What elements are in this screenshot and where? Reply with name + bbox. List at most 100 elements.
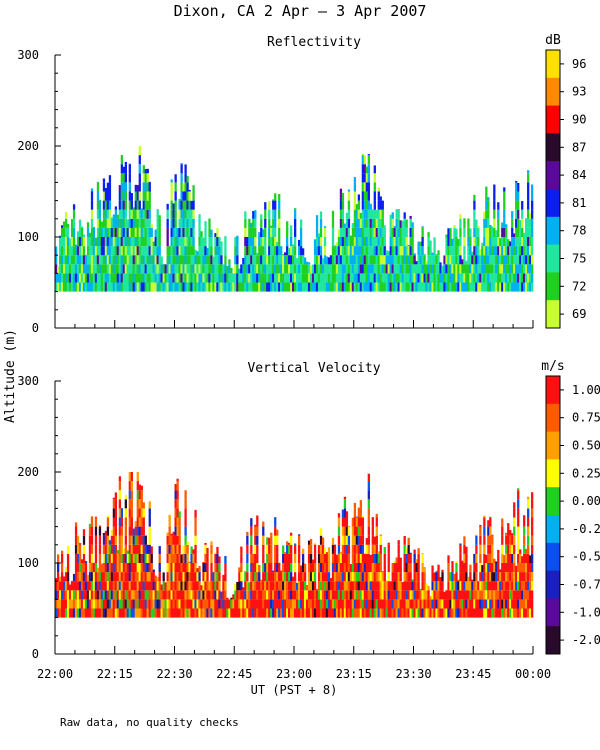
data-cell (379, 264, 382, 274)
data-cell (128, 553, 131, 563)
data-cell (104, 237, 108, 247)
data-cell (473, 553, 476, 563)
data-cell (351, 544, 355, 554)
data-cell (132, 535, 135, 545)
colorbar-frame (545, 375, 561, 655)
data-cell (507, 581, 510, 591)
data-cell (176, 608, 179, 618)
data-cell (405, 273, 408, 283)
data-cell (94, 563, 98, 573)
data-cell (178, 599, 181, 609)
data-cell (118, 209, 122, 219)
data-cell (301, 608, 305, 618)
data-cell (405, 581, 408, 591)
data-cell (357, 526, 361, 536)
data-cell (144, 544, 147, 554)
data-cell (347, 255, 351, 265)
data-cell (110, 590, 114, 600)
data-cell (489, 282, 492, 292)
data-cell (383, 225, 386, 228)
data-cell (519, 227, 522, 237)
data-cell (166, 544, 169, 554)
data-cell (411, 222, 414, 228)
data-cell (449, 599, 452, 609)
data-cell (68, 599, 72, 609)
data-cell (505, 599, 508, 609)
data-cell (489, 224, 492, 228)
data-cell (206, 264, 209, 274)
data-cell (208, 273, 211, 283)
data-cell (437, 572, 440, 582)
data-cell (403, 544, 406, 554)
data-cell (288, 572, 291, 582)
data-cell (136, 553, 139, 563)
data-cell (66, 599, 70, 609)
data-cell (150, 546, 153, 554)
data-cell (140, 599, 143, 609)
data-cell (146, 173, 149, 183)
data-cell (347, 544, 351, 554)
data-cell (481, 282, 484, 292)
data-cell (473, 200, 476, 210)
data-cell (527, 227, 530, 237)
data-cell (427, 237, 430, 247)
data-cell (198, 214, 201, 219)
data-cell (166, 203, 169, 210)
data-cell (264, 218, 267, 228)
data-cell (66, 246, 70, 256)
data-cell (505, 255, 508, 265)
data-cell (531, 227, 534, 237)
data-cell (403, 227, 406, 237)
data-cell (160, 256, 163, 265)
data-cell (286, 541, 289, 545)
data-cell (463, 563, 466, 573)
colorbar-swatch (546, 431, 560, 460)
data-cell (138, 155, 141, 165)
data-cell (521, 590, 524, 600)
data-cell (475, 608, 478, 618)
data-cell (491, 544, 494, 554)
data-cell (333, 581, 337, 591)
data-cell (290, 225, 293, 228)
data-cell (349, 264, 353, 274)
data-cell (246, 237, 249, 247)
data-cell (284, 608, 287, 618)
data-cell (188, 273, 191, 283)
data-cell (66, 553, 70, 563)
data-cell (254, 544, 257, 554)
data-cell (505, 553, 508, 563)
data-cell (361, 563, 365, 573)
data-cell (497, 264, 500, 274)
data-cell (186, 246, 189, 256)
data-cell (234, 599, 237, 609)
data-cell (489, 516, 492, 518)
data-cell (393, 581, 396, 591)
data-cell (513, 553, 516, 563)
data-cell (152, 572, 155, 582)
data-cell (228, 282, 231, 292)
data-cell (367, 264, 370, 274)
data-cell (90, 188, 94, 192)
data-cell (525, 246, 528, 256)
data-cell (407, 255, 410, 265)
data-cell (481, 264, 484, 274)
data-cell (290, 608, 293, 618)
data-cell (361, 282, 365, 292)
data-cell (353, 177, 357, 183)
data-cell (445, 608, 448, 618)
data-cell (411, 273, 414, 283)
data-cell (204, 264, 207, 274)
data-cell (140, 208, 143, 210)
data-cell (381, 282, 384, 292)
data-cell (288, 590, 291, 600)
data-cell (357, 255, 361, 265)
data-cell (299, 572, 303, 582)
data-cell (106, 182, 110, 192)
data-cell (353, 246, 357, 256)
data-cell (202, 273, 205, 283)
data-cell (399, 264, 402, 274)
data-cell (154, 273, 157, 283)
data-cell (174, 599, 177, 609)
data-cell (64, 264, 68, 274)
